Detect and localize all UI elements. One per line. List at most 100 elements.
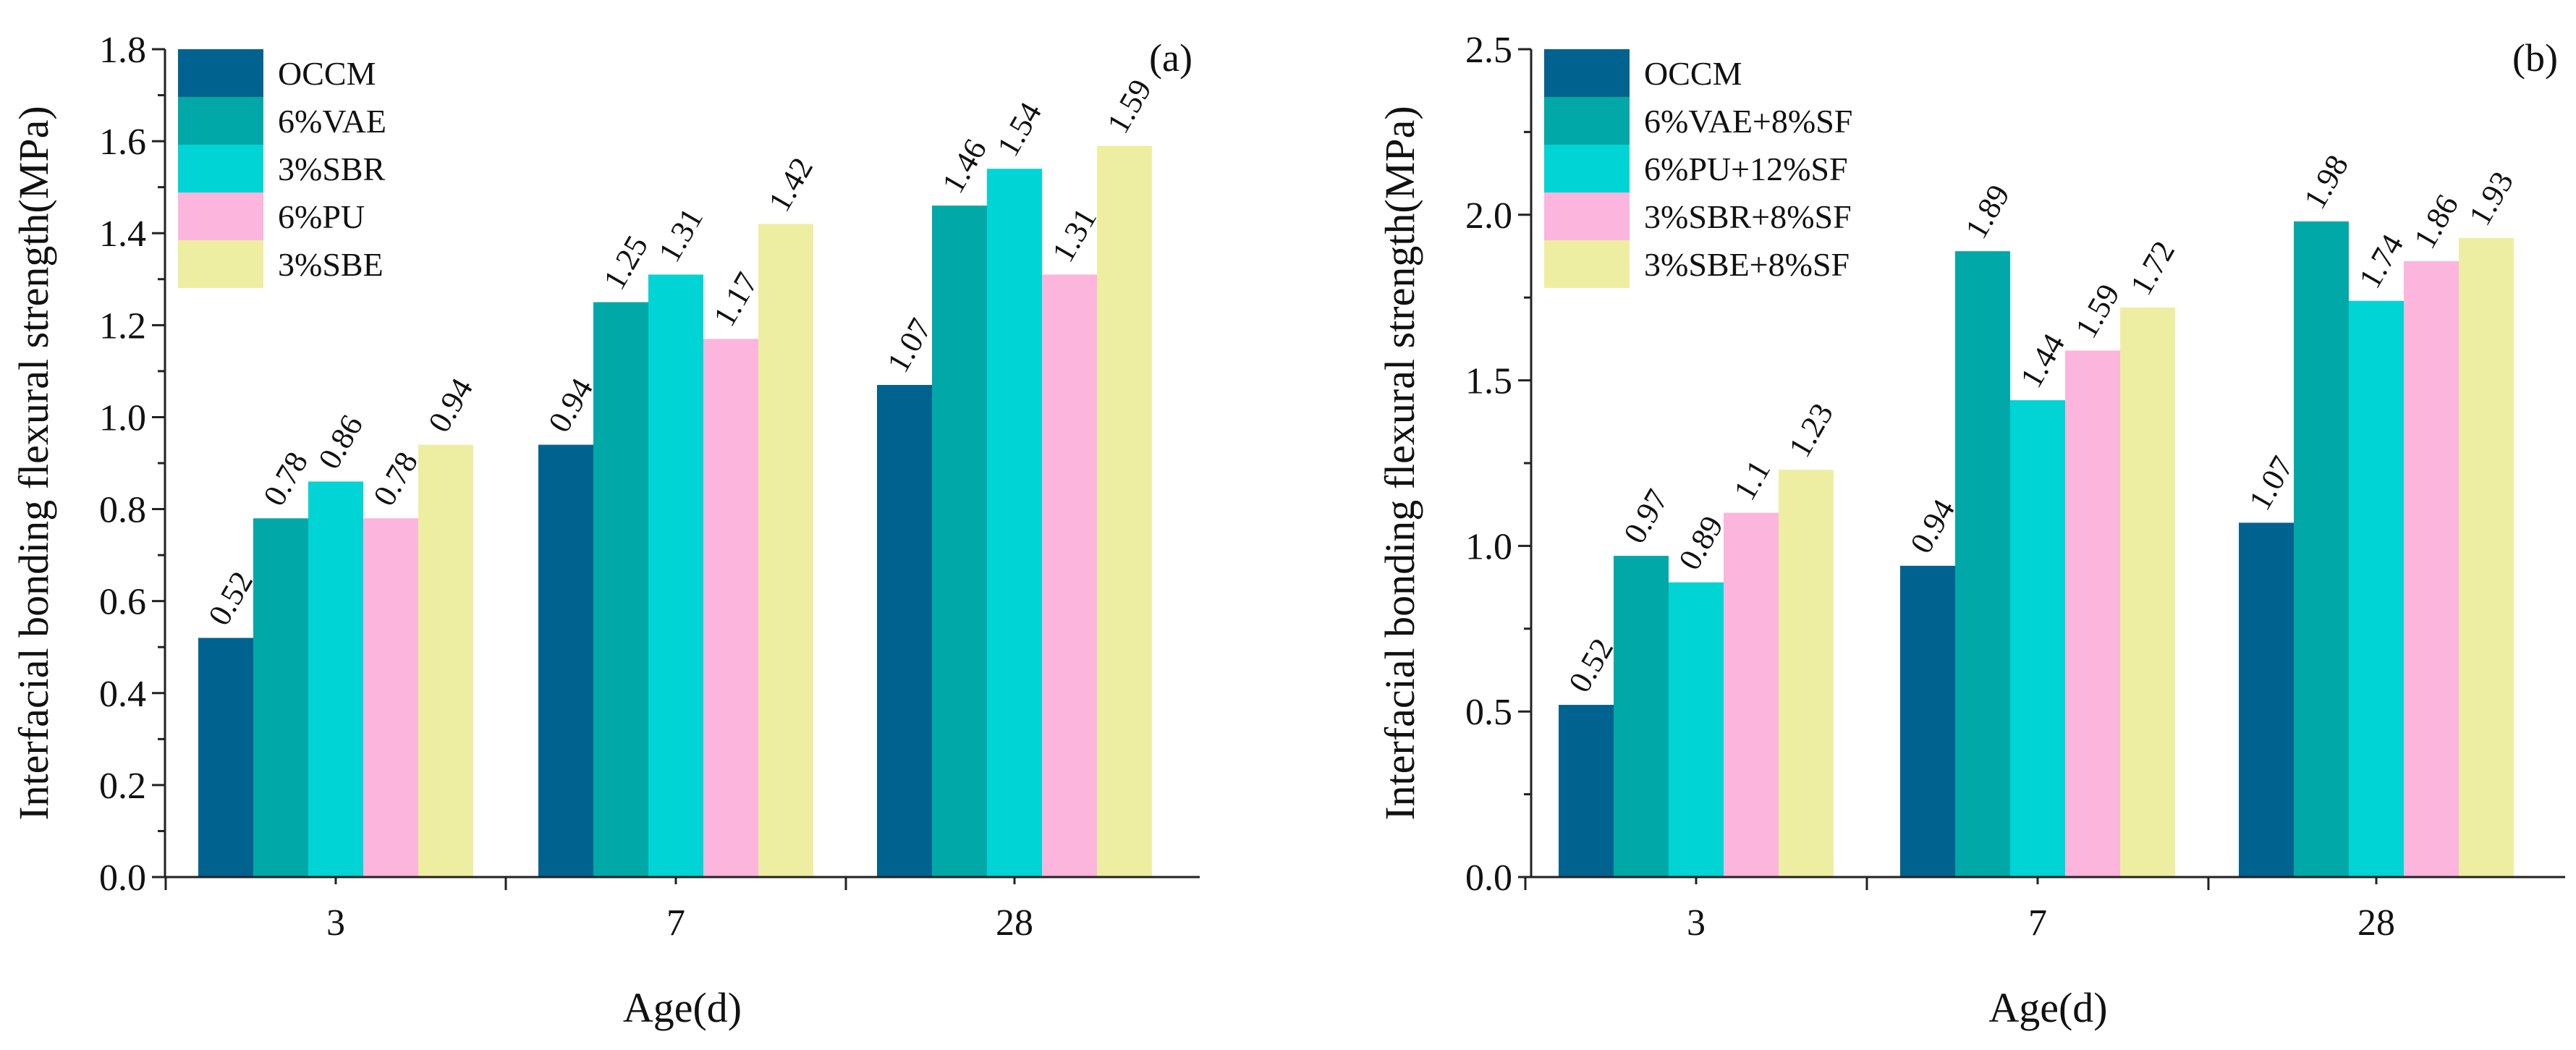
y-tick-label: 0.0	[1465, 858, 1512, 899]
bar-6-pu-age-28	[1042, 274, 1097, 877]
x-tick-label: 28	[2357, 902, 2395, 944]
value-label: 1.93	[2462, 166, 2520, 232]
bar-6-vae-8-sf-age-28	[2294, 221, 2349, 877]
x-tick-label: 7	[2028, 902, 2047, 944]
bar-3-sbr-8-sf-age-7	[2065, 350, 2120, 877]
bar-3-sbr-8-sf-age-28	[2404, 261, 2459, 877]
y-axis-title: Interfacial bonding flexural strength(MP…	[1376, 106, 1423, 820]
x-axis-title: Age(d)	[623, 984, 742, 1031]
bar-3-sbe-8-sf-age-28	[2459, 237, 2514, 877]
legend-label: 6%PU	[278, 198, 365, 235]
y-tick-label: 1.6	[99, 122, 146, 163]
bar-3-sbr-8-sf-age-3	[1724, 512, 1779, 877]
value-label: 1.31	[1045, 202, 1103, 268]
panel-label: (a)	[1149, 36, 1192, 80]
value-label: 1.86	[2407, 189, 2465, 255]
bar-6-pu-age-3	[363, 518, 418, 877]
legend-swatch	[178, 240, 263, 288]
bar-3-sbe-age-28	[1097, 145, 1152, 877]
value-label: 0.52	[1562, 632, 1620, 698]
bar-3-sbr-age-28	[987, 169, 1042, 877]
legend-label: 6%PU+12%SF	[1644, 151, 1848, 187]
bar-3-sbe-8-sf-age-3	[1779, 470, 1834, 877]
bar-6-pu-age-7	[703, 339, 758, 877]
value-label: 0.94	[1903, 494, 1962, 559]
bar-6-pu-12-sf-age-3	[1669, 582, 1724, 877]
bar-occm-age-7	[1900, 565, 1955, 877]
legend-label: 3%SBE+8%SF	[1644, 246, 1850, 283]
chart-panel-1: 0.520.941.070.971.89 1.980.891.441.741.11…	[1376, 30, 2565, 1031]
value-label: 1.74	[2352, 229, 2410, 295]
y-tick-label: 0.0	[99, 858, 146, 899]
value-label: 0.97	[1617, 483, 1675, 549]
value-label: 0.94	[541, 372, 600, 438]
legend-swatch	[1544, 97, 1630, 145]
value-label: 1.25	[596, 229, 655, 295]
value-label: 1.42	[761, 151, 820, 217]
y-tick-label: 0.6	[99, 582, 146, 623]
value-label: 0.52	[201, 565, 260, 631]
bar-6-vae-age-28	[932, 206, 987, 878]
bar-3-sbr-age-3	[308, 481, 363, 877]
value-label: 1.07	[2242, 450, 2300, 516]
legend-swatch	[178, 145, 263, 192]
bar-6-pu-12-sf-age-7	[2010, 400, 2065, 877]
value-label: 1.72	[2123, 235, 2182, 301]
y-tick-label: 1.4	[99, 213, 146, 255]
legend-swatch	[1544, 192, 1630, 240]
y-axis-title: Interfacial bonding flexural strength(MP…	[10, 106, 57, 820]
legend-swatch	[178, 97, 263, 145]
legend-label: 3%SBE	[278, 246, 384, 283]
value-label: 1.59	[2068, 278, 2127, 344]
value-label: 1.23	[1781, 397, 1840, 463]
value-label: 1.59	[1100, 73, 1158, 139]
value-label: 0.94	[421, 372, 480, 438]
legend-label: 6%VAE	[278, 103, 386, 140]
y-tick-label: 2.5	[1465, 30, 1512, 71]
value-label: 1.31	[651, 202, 710, 268]
bar-6-vae-age-7	[593, 302, 648, 877]
legend-label: 3%SBR+8%SF	[1644, 198, 1852, 235]
bar-occm-age-3	[1559, 705, 1614, 877]
value-label: 0.86	[311, 409, 370, 475]
bar-3-sbe-8-sf-age-7	[2120, 307, 2175, 878]
value-label: 0.78	[366, 446, 425, 512]
y-tick-label: 1.5	[1465, 361, 1512, 402]
value-label: 0.78	[256, 446, 315, 512]
bar-6-pu-12-sf-age-28	[2349, 300, 2404, 877]
bar-occm-age-3	[198, 638, 253, 877]
bar-6-vae-age-3	[253, 518, 308, 877]
y-tick-label: 2.0	[1465, 195, 1512, 237]
x-tick-label: 3	[1687, 902, 1706, 944]
bar-6-vae-8-sf-age-7	[1955, 251, 2010, 877]
legend-label: 6%VAE+8%SF	[1644, 103, 1852, 140]
x-axis-title: Age(d)	[1988, 984, 2107, 1031]
legend-swatch	[178, 192, 263, 240]
bar-3-sbe-age-3	[418, 444, 473, 877]
y-tick-label: 1.8	[99, 30, 146, 71]
value-label: 0.89	[1672, 510, 1730, 576]
y-tick-label: 1.2	[99, 305, 146, 347]
legend-swatch	[1544, 145, 1630, 192]
value-label: 1.54	[990, 96, 1048, 162]
panel-label: (b)	[2512, 36, 2558, 80]
legend-swatch	[178, 49, 263, 97]
bar-occm-age-28	[877, 384, 932, 877]
value-label: 1.07	[880, 313, 939, 378]
legend-label: OCCM	[1644, 55, 1742, 92]
y-tick-label: 0.5	[1465, 692, 1512, 733]
legend: OCCM 6%VAE+8%SF 6%PU+12%SF 3%SBR+8%SF 3%SBE+…	[1544, 49, 1852, 288]
bar-occm-age-7	[538, 444, 593, 877]
chart-panel-0: 0.52 0.94 1.07 0.78 1.25 1.46 0.86 1.31 1.54 0.78…	[10, 30, 1200, 1031]
legend-swatch	[1544, 240, 1630, 288]
bar-3-sbe-age-7	[758, 224, 813, 877]
legend-label: OCCM	[278, 55, 376, 92]
y-tick-label: 0.4	[99, 674, 146, 715]
value-label: 1.46	[935, 133, 993, 199]
y-tick-label: 0.8	[99, 490, 146, 531]
value-label: 1.98	[2297, 149, 2355, 215]
x-tick-label: 7	[666, 902, 685, 944]
y-tick-label: 0.2	[99, 766, 146, 807]
y-tick-label: 1.0	[1465, 526, 1512, 567]
